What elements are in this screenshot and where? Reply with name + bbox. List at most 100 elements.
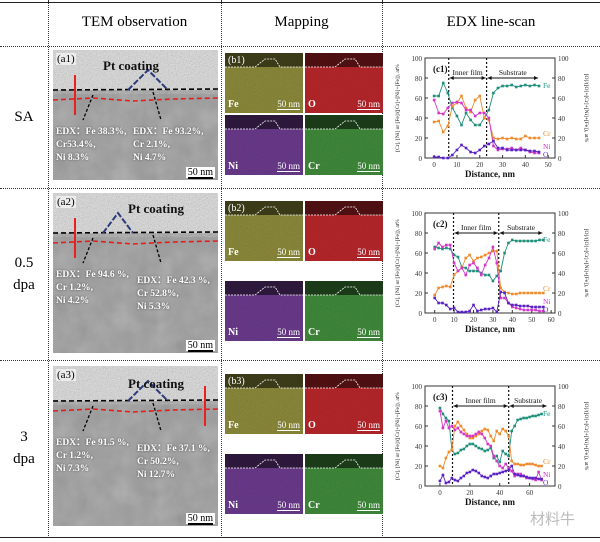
scale-bar: 50 nm: [185, 340, 215, 352]
map-scale-bar: 50 nm: [277, 327, 300, 338]
data-point-o: [518, 304, 522, 308]
data-point-ni: [482, 111, 486, 115]
data-point-cr: [464, 256, 468, 260]
data-point-ni: [464, 273, 468, 277]
data-point-o: [447, 480, 451, 484]
series-label-fe: Fe: [543, 81, 551, 90]
data-point-fe: [518, 239, 522, 243]
data-point-cr: [478, 94, 482, 98]
data-point-fe: [438, 406, 442, 410]
data-point-o: [474, 469, 478, 473]
tem-panel-label: (a3): [56, 369, 76, 381]
data-point-cr: [437, 286, 440, 290]
data-point-o: [438, 479, 442, 483]
data-point-cr: [530, 291, 534, 295]
data-point-o: [480, 474, 484, 478]
y-tick-label-right: 80: [558, 403, 566, 411]
y-tick-label: 100: [412, 383, 423, 391]
map-fe: (b1) Fe 50 nm: [225, 53, 303, 113]
tem-micrograph: [53, 366, 218, 526]
edx-chart: 0 0 20 20 40 40 60 60 80 80 100 100 0 20 40 60 Distance,…: [394, 383, 590, 507]
data-point-cr: [522, 463, 525, 467]
data-point-ni: [491, 245, 495, 249]
edx-line: EDX：Fe 42.3 %,: [137, 276, 210, 286]
data-point-ni: [474, 432, 478, 436]
row-label-line: dpa: [13, 277, 35, 293]
edx-line: Cr53.4%,: [56, 140, 96, 150]
y-tick-label: 40: [415, 443, 423, 451]
arrow-head: [499, 231, 504, 235]
data-point-o: [501, 470, 505, 474]
data-point-cr: [441, 466, 445, 470]
data-point-fe: [501, 84, 504, 88]
data-point-fe: [472, 269, 475, 273]
data-point-ni: [453, 428, 457, 432]
data-point-ni: [456, 426, 460, 430]
y-tick-label: 0: [419, 483, 423, 491]
data-point-fe: [492, 456, 496, 460]
data-point-fe: [479, 271, 483, 275]
data-point-ni: [487, 116, 491, 120]
data-point-fe: [495, 454, 499, 458]
data-point-fe: [474, 444, 478, 448]
data-point-ni: [483, 436, 487, 440]
data-point-cr: [514, 137, 518, 141]
data-point-cr: [438, 464, 442, 468]
map-image: [305, 374, 383, 434]
data-point-cr: [474, 434, 478, 438]
data-point-fe: [492, 91, 495, 95]
data-point-ni: [542, 309, 545, 313]
data-point-cr: [486, 428, 490, 432]
map-image: [225, 374, 303, 434]
data-point-o: [540, 477, 543, 481]
data-point-cr: [511, 292, 514, 296]
data-point-o: [477, 471, 481, 475]
data-point-fe: [522, 416, 525, 420]
data-point-fe: [519, 84, 523, 88]
data-point-cr: [516, 462, 519, 466]
map-scale-bar: 50 nm: [357, 99, 380, 110]
element-label: Ni: [228, 161, 238, 172]
data-point-o: [437, 301, 440, 305]
element-label: Fe: [228, 99, 239, 110]
data-point-o: [445, 303, 448, 307]
data-point-o: [446, 156, 450, 160]
map-scale-bar: 50 nm: [357, 420, 380, 431]
data-point-o: [516, 473, 519, 477]
data-point-cr: [473, 98, 477, 102]
chart-panel-label: (c2): [433, 219, 448, 229]
data-point-cr: [451, 104, 454, 108]
data-point-cr: [519, 137, 523, 141]
tem-micrograph: [53, 193, 218, 353]
region-label: Inner film: [465, 396, 495, 405]
element-label: O: [308, 420, 316, 431]
data-point-ni: [432, 98, 436, 102]
map-image: [225, 281, 303, 341]
x-axis-label: Distance, nm: [465, 497, 515, 507]
data-point-fe: [530, 239, 534, 243]
y-tick-label: 60: [415, 423, 423, 431]
data-point-fe: [542, 238, 545, 242]
data-point-o: [491, 306, 495, 310]
y-tick-label-right: 60: [558, 423, 566, 431]
data-point-fe: [528, 415, 531, 419]
data-point-o: [503, 291, 506, 295]
data-point-o: [476, 309, 479, 313]
edx-left: EDX：Fe 38.3%, Cr53.4%, Ni 8.3%: [56, 126, 126, 165]
data-point-cr: [510, 136, 513, 140]
data-point-o: [433, 296, 437, 300]
data-point-o: [528, 149, 532, 153]
map-scale-bar: 50 nm: [357, 247, 380, 258]
y-tick-label-right: 60: [558, 95, 566, 103]
series-label-ni: Ni: [543, 297, 551, 306]
data-point-o: [522, 474, 525, 478]
series-label-cr: Cr: [543, 129, 551, 138]
arrow-head: [503, 404, 508, 408]
y-tick-label: 40: [415, 115, 423, 123]
row-label: 3 dpa: [0, 426, 48, 470]
tem-image: (a3) Pt coating EDX：Fe 91.5 %, Cr 1.2%, Ni 7…: [53, 366, 218, 526]
y-tick-label-right: 20: [558, 290, 566, 298]
data-point-o: [528, 476, 531, 480]
data-point-fe: [476, 269, 479, 273]
